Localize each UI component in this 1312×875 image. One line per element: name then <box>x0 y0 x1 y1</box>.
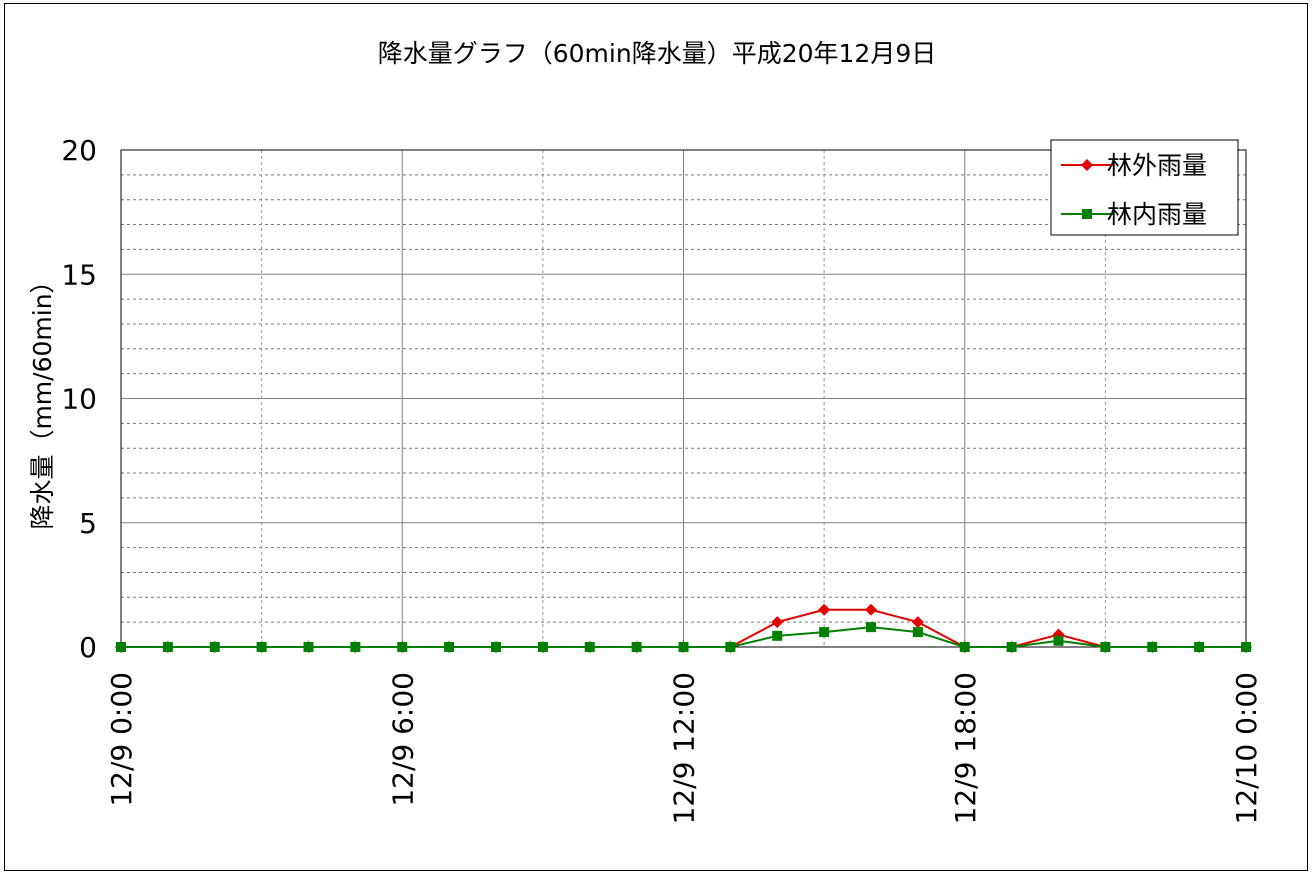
data-point-diamond <box>771 616 784 629</box>
legend-label-inside: 林内雨量 <box>1107 200 1207 229</box>
legend-box <box>1050 139 1239 236</box>
y-tick-label: 0 <box>79 631 97 664</box>
legend-marker-outside <box>1081 159 1093 171</box>
x-tick-label: 12/9 12:00 <box>668 672 701 824</box>
legend-label-outside: 林外雨量 <box>1107 151 1207 180</box>
data-point-square <box>912 627 923 638</box>
x-tick-label: 12/9 6:00 <box>386 672 419 807</box>
grid-layer <box>121 150 1246 647</box>
legend-marker-inside <box>1082 209 1092 219</box>
y-tick-label: 15 <box>61 258 97 291</box>
data-point-square <box>725 642 736 652</box>
data-point-square <box>1100 642 1111 652</box>
legend: 林外雨量 林内雨量 <box>1050 139 1239 236</box>
data-point-square <box>584 642 595 652</box>
x-tick-label: 12/9 18:00 <box>949 672 982 824</box>
y-tick-labels: 0 5 10 15 20 <box>61 134 97 664</box>
data-point-diamond <box>865 603 877 616</box>
data-point-square <box>209 642 220 652</box>
data-point-square <box>1053 635 1064 646</box>
chart-title: 降水量グラフ（60min降水量）平成20年12月9日 <box>378 39 937 68</box>
data-point-square <box>819 627 830 638</box>
x-tick-label: 12/9 0:00 <box>105 672 138 807</box>
x-tick-label: 12/10 0:00 <box>1230 672 1263 824</box>
data-point-square <box>350 642 361 652</box>
data-point-square <box>162 642 173 652</box>
data-point-square <box>397 642 408 652</box>
data-point-square <box>256 642 267 652</box>
y-tick-label: 20 <box>61 134 97 167</box>
y-axis-label: 降水量（mm/60min） <box>28 268 57 529</box>
data-point-square <box>631 642 642 652</box>
chart-frame: 降水量グラフ（60min降水量）平成20年12月9日 0 5 10 15 20 12/9… <box>4 3 1308 871</box>
data-point-square <box>537 642 548 652</box>
data-point-square <box>1194 642 1205 652</box>
data-point-square <box>116 642 126 652</box>
data-point-square <box>491 642 501 652</box>
data-point-square <box>772 630 783 641</box>
x-tick-labels: 12/9 0:00 12/9 6:00 12/9 12:00 12/9 18:00 12… <box>105 672 1263 824</box>
series-inside <box>116 622 1251 652</box>
data-point-square <box>1147 642 1158 652</box>
data-point-square <box>303 642 314 652</box>
y-tick-label: 5 <box>79 507 97 540</box>
data-point-square <box>866 622 876 633</box>
data-point-square <box>444 642 455 652</box>
data-point-diamond <box>911 616 924 629</box>
data-point-square <box>1241 642 1251 652</box>
data-point-square <box>1006 642 1017 652</box>
data-point-square <box>959 642 970 652</box>
data-point-square <box>678 642 689 652</box>
y-tick-label: 10 <box>61 383 97 416</box>
data-point-diamond <box>818 603 831 616</box>
chart-canvas: 降水量グラフ（60min降水量）平成20年12月9日 0 5 10 15 20 12/9… <box>28 39 1263 824</box>
series-layer <box>115 603 1252 653</box>
